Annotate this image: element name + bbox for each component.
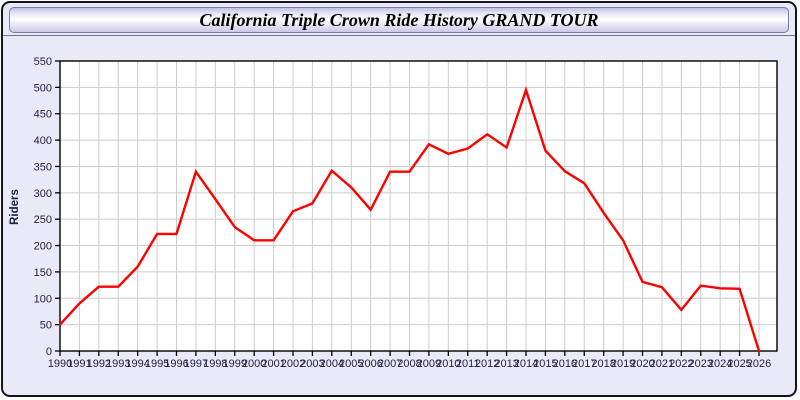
y-tick-label: 500	[34, 82, 52, 94]
y-tick-label: 450	[34, 109, 52, 121]
x-tick-label: 2012	[475, 358, 499, 370]
x-tick-label: 2000	[242, 358, 266, 370]
chart-title: California Triple Crown Ride History GRA…	[199, 10, 599, 30]
x-tick-label: 2004	[320, 358, 344, 370]
x-tick-label: 2001	[261, 358, 285, 370]
x-tick-label: 2019	[611, 358, 635, 370]
y-tick-label: 300	[34, 188, 52, 200]
x-tick-label: 2026	[747, 358, 771, 370]
x-tick-label: 1997	[184, 358, 208, 370]
x-tick-label: 2002	[281, 358, 305, 370]
x-tick-label: 2003	[300, 358, 324, 370]
x-tick-label: 2009	[417, 358, 441, 370]
y-tick-label: 100	[34, 293, 52, 305]
x-tick-label: 2021	[650, 358, 674, 370]
x-tick-label: 2023	[689, 358, 713, 370]
chart-canvas: 0501001502002503003504004505005501990199…	[9, 56, 778, 370]
y-tick-label: 200	[34, 241, 52, 253]
x-tick-label: 2016	[553, 358, 577, 370]
x-tick-label: 2024	[708, 358, 732, 370]
x-tick-label: 2014	[514, 358, 538, 370]
y-tick-label: 350	[34, 161, 52, 173]
x-tick-label: 1990	[48, 358, 72, 370]
x-tick-label: 1995	[145, 358, 169, 370]
y-tick-label: 150	[34, 267, 52, 279]
ride-history-line	[58, 86, 761, 353]
header: California Triple Crown Ride History GRA…	[3, 3, 795, 36]
y-tick-label: 50	[40, 320, 52, 332]
x-tick-label: 1993	[106, 358, 130, 370]
y-tick-label: 250	[34, 214, 52, 226]
x-tick-label: 2005	[339, 358, 363, 370]
x-tick-label: 2013	[494, 358, 518, 370]
x-tick-label: 2006	[358, 358, 382, 370]
x-tick-label: 2015	[533, 358, 557, 370]
x-tick-label: 2020	[630, 358, 654, 370]
x-tick-label: 1996	[164, 358, 188, 370]
x-tick-label: 1991	[67, 358, 91, 370]
x-tick-label: 2025	[727, 358, 751, 370]
y-tick-label: 0	[46, 346, 52, 358]
x-tick-label: 1998	[203, 358, 227, 370]
x-tick-label: 2017	[572, 358, 596, 370]
title-bar: California Triple Crown Ride History GRA…	[9, 7, 789, 33]
y-tick-label: 550	[34, 56, 52, 68]
x-tick-label: 2011	[456, 358, 480, 370]
x-tick-label: 2007	[378, 358, 402, 370]
x-tick-label: 2018	[591, 358, 615, 370]
x-tick-label: 2010	[436, 358, 460, 370]
x-tick-label: 1999	[223, 358, 247, 370]
x-tick-label: 1992	[87, 358, 111, 370]
y-axis-title: Riders	[9, 189, 21, 225]
x-tick-label: 2008	[397, 358, 421, 370]
x-tick-label: 1994	[125, 358, 149, 370]
chart-plot: 0501001502002503003504004505005501990199…	[34, 56, 778, 370]
x-tick-label: 2022	[669, 358, 693, 370]
plot-frame	[59, 60, 778, 352]
plot-area	[60, 61, 777, 351]
y-tick-label: 400	[34, 135, 52, 147]
